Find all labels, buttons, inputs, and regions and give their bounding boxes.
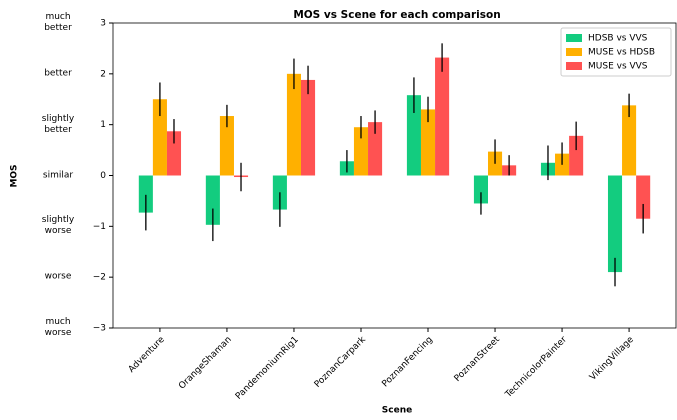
x-tick-label: TechnicolorPainter — [503, 335, 569, 401]
bar — [406, 95, 421, 176]
bar — [569, 135, 584, 176]
bar — [286, 73, 302, 176]
legend-swatch — [566, 48, 582, 56]
y-tick-label: 3 — [100, 19, 106, 29]
y-tick-label: 2 — [100, 69, 106, 79]
legend-label: MUSE vs VVS — [588, 62, 648, 72]
y-tick-label: 1 — [100, 120, 106, 130]
y-category-label: slightly worse — [41, 215, 75, 237]
bar — [219, 116, 234, 176]
bar — [301, 79, 316, 176]
y-category-label: similar — [42, 170, 74, 180]
y-category-label: slightly better — [41, 113, 75, 135]
legend-swatch — [566, 62, 582, 70]
chart-title: MOS vs Scene for each comparison — [293, 9, 500, 21]
y-tick-label: −2 — [93, 273, 106, 283]
y-category-label: much better — [44, 12, 72, 33]
plot-frame — [112, 22, 677, 329]
bar — [473, 175, 488, 204]
y-category-label: much worse — [44, 317, 72, 338]
x-tick-label: PoznanCarpark — [313, 334, 369, 390]
y-axis-label: MOS — [10, 164, 20, 187]
x-tick-label: Adventure — [127, 334, 167, 374]
bar — [420, 109, 436, 176]
legend-swatch — [566, 34, 582, 42]
legend-box — [560, 27, 672, 77]
x-tick-label: PoznanStreet — [453, 334, 503, 384]
bar — [607, 175, 623, 273]
bar — [166, 131, 182, 176]
bar — [435, 57, 450, 176]
bar — [636, 175, 651, 219]
bar — [368, 122, 383, 176]
y-tick-label: −1 — [93, 222, 106, 232]
bar — [622, 105, 637, 176]
y-category-label: better — [44, 68, 72, 79]
bar — [205, 175, 220, 225]
x-tick-label: VikingVillage — [588, 335, 636, 383]
legend-label: HDSB vs VVS — [588, 34, 648, 44]
x-tick-label: OrangeShaman — [177, 335, 234, 392]
legend-label: MUSE vs HDSB — [588, 48, 655, 58]
bar — [138, 175, 153, 213]
bar — [152, 99, 167, 176]
y-tick-label: 0 — [100, 171, 106, 181]
y-category-label: worse — [44, 271, 72, 282]
legend: HDSB vs VVS MUSE vs HDSB MUSE vs VVS — [560, 27, 672, 77]
x-axis-label: Scene — [382, 406, 412, 416]
x-tick-label: PoznanFencing — [380, 335, 434, 389]
y-tick-label: −3 — [93, 324, 106, 334]
x-tick-label: PandemoniumRig1 — [234, 335, 301, 402]
bar — [353, 127, 369, 176]
